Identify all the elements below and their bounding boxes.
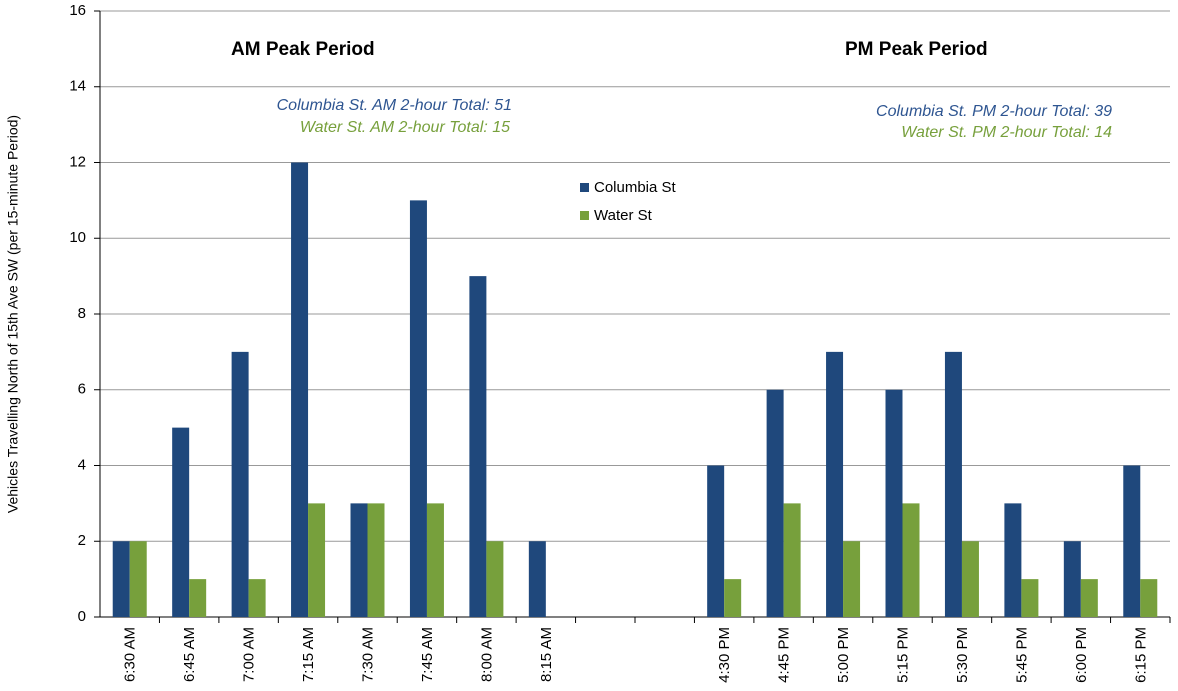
y-tick-label: 6 [78, 381, 86, 398]
x-tick-label: 8:15 AM [538, 627, 555, 682]
bar [248, 579, 266, 617]
x-tick-label: 6:15 PM [1132, 627, 1149, 683]
bar [231, 351, 249, 617]
y-tick-label: 10 [69, 229, 86, 246]
legend-swatch [580, 183, 589, 192]
x-tick-label: 5:30 PM [954, 627, 971, 683]
x-tick-label: 7:15 AM [300, 627, 317, 682]
bar [426, 503, 444, 617]
bar [308, 503, 326, 617]
y-tick-label: 4 [78, 456, 86, 473]
y-tick-label: 2 [78, 532, 86, 549]
bar [112, 541, 130, 617]
bar [961, 541, 979, 617]
x-tick-label: 7:00 AM [241, 627, 258, 682]
x-tick-label: 6:45 AM [181, 627, 198, 682]
annotation: PM Peak Period [845, 39, 988, 60]
x-tick-label: 4:30 PM [716, 627, 733, 683]
legend-label: Water St [594, 207, 653, 224]
x-tick-label: 7:45 AM [419, 627, 436, 682]
y-tick-label: 0 [78, 608, 86, 625]
bar [367, 503, 385, 617]
bar [724, 579, 742, 617]
annotation: Water St. PM 2-hour Total: 14 [901, 124, 1112, 141]
bar [486, 541, 504, 617]
x-tick-label: 5:45 PM [1013, 627, 1030, 683]
x-tick-label: 6:00 PM [1073, 627, 1090, 683]
bar [291, 162, 309, 617]
x-tick-label: 4:45 PM [776, 627, 793, 683]
x-tick-label: 5:00 PM [835, 627, 852, 683]
annotation: Columbia St. PM 2-hour Total: 39 [876, 103, 1112, 120]
bar [1021, 579, 1039, 617]
bar [1080, 579, 1098, 617]
x-tick-label: 5:15 PM [895, 627, 912, 683]
bar [469, 276, 487, 617]
y-tick-label: 12 [69, 153, 86, 170]
bar [766, 389, 784, 617]
bar [172, 427, 190, 617]
bar [783, 503, 801, 617]
bar [826, 351, 844, 617]
bar [1123, 465, 1141, 617]
bar [350, 503, 368, 617]
bar [1004, 503, 1022, 617]
bar [902, 503, 920, 617]
annotation: Water St. AM 2-hour Total: 15 [300, 119, 510, 136]
bar [528, 541, 546, 617]
x-tick-label: 6:30 AM [122, 627, 139, 682]
y-tick-label: 8 [78, 305, 86, 322]
legend-swatch [580, 211, 589, 220]
legend-label: Columbia St [594, 179, 677, 196]
y-tick-label: 14 [69, 78, 86, 95]
bar [1063, 541, 1081, 617]
bar [707, 465, 725, 617]
x-tick-label: 8:00 AM [478, 627, 495, 682]
bar [885, 389, 903, 617]
x-tick-label: 7:30 AM [360, 627, 377, 682]
bar [843, 541, 861, 617]
y-tick-label: 16 [69, 2, 86, 19]
annotation: Columbia St. AM 2-hour Total: 51 [277, 97, 512, 114]
bar [189, 579, 207, 617]
y-axis-label: Vehicles Travelling North of 15th Ave SW… [5, 115, 21, 513]
bar [944, 351, 962, 617]
bar [1140, 579, 1158, 617]
bar [409, 200, 427, 617]
bar [129, 541, 147, 617]
annotation: AM Peak Period [231, 39, 375, 60]
